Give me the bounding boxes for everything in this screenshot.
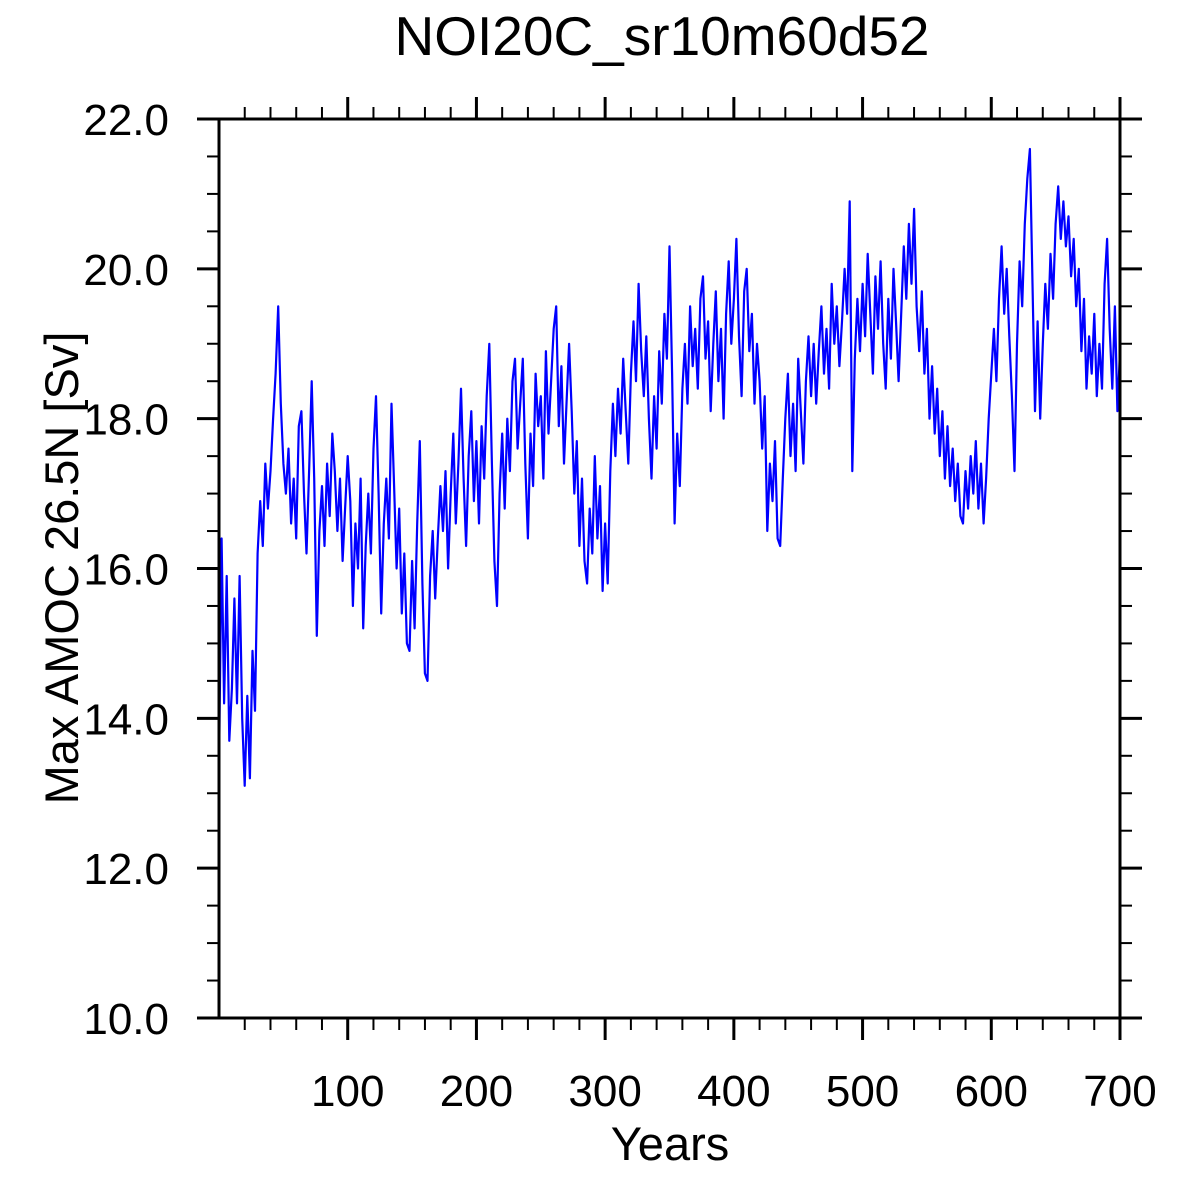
chart-title: NOI20C_sr10m60d52 <box>394 5 929 67</box>
x-tick-label: 100 <box>311 1067 384 1116</box>
plot-frame <box>217 117 1122 1020</box>
axis-tick-labels: 100 200 300 400 500 600 700 10.0 12.0 14.0 16.0 18.… <box>83 96 1156 1116</box>
x-tick-label: 600 <box>955 1067 1028 1116</box>
x-tick-label: 700 <box>1083 1067 1156 1116</box>
y-tick-label: 16.0 <box>83 546 169 595</box>
y-tick-label: 14.0 <box>83 695 169 744</box>
x-axis-label: Years <box>611 1117 729 1170</box>
x-tick-label: 200 <box>440 1067 513 1116</box>
x-tick-label: 500 <box>826 1067 899 1116</box>
x-tick-label: 400 <box>697 1067 770 1116</box>
y-tick-label: 22.0 <box>83 96 169 145</box>
x-tick-label: 300 <box>568 1067 641 1116</box>
y-tick-label: 10.0 <box>83 995 169 1044</box>
y-axis-label: Max AMOC 26.5N [Sv] <box>35 332 88 805</box>
axis-ticks <box>197 97 1142 1040</box>
series-line <box>217 147 1122 787</box>
y-tick-label: 20.0 <box>83 246 169 295</box>
y-tick-label: 18.0 <box>83 396 169 445</box>
y-tick-label: 12.0 <box>83 845 169 894</box>
